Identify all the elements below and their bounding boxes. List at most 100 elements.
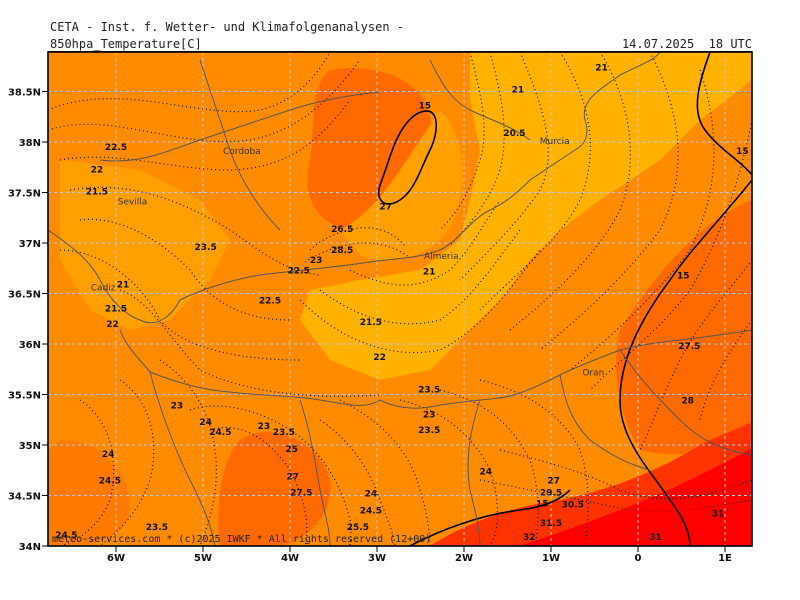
- lat-lon-grid: [48, 52, 752, 546]
- lat-label: 36N: [19, 340, 41, 351]
- contour-label: 21.5: [105, 305, 127, 315]
- isotherm: [479, 479, 752, 512]
- lat-label: 34N: [19, 542, 41, 553]
- lat-label: 35.5N: [8, 391, 41, 402]
- isotherm: [479, 379, 589, 546]
- isotherm: [48, 52, 331, 113]
- city-label: Oran: [582, 368, 604, 378]
- contour-label: 24: [102, 450, 115, 460]
- contour-label: 27: [547, 476, 560, 486]
- longitude-labels: 6W 5W 4W 3W 2W 1W 0 1E: [107, 553, 732, 564]
- border-morocco-algeria: [467, 399, 481, 546]
- contour-label: 15: [677, 271, 690, 281]
- isotherm: [319, 419, 396, 546]
- isotherm: [309, 227, 406, 251]
- lat-label: 37N: [19, 239, 41, 250]
- border-interior: [429, 59, 531, 141]
- lon-label: 5W: [194, 553, 212, 564]
- credit-line: meteo-services.com * (c)2025 IWKF * All …: [52, 534, 432, 545]
- lat-label: 38N: [19, 138, 41, 149]
- contour-labels: 22.52221.523.52121.52222.522.52326.528.5…: [55, 63, 748, 543]
- isotherm: [304, 242, 411, 263]
- isotherm-15-south: [409, 489, 571, 546]
- lon-label: 0: [635, 553, 642, 564]
- contour-label: 27.5: [678, 342, 700, 352]
- temperature-fill: [48, 52, 752, 546]
- lat-label: 38.5N: [8, 88, 41, 99]
- contour-label: 23.5: [195, 243, 217, 253]
- lon-label: 3W: [368, 553, 386, 564]
- contour-label: 21: [595, 63, 608, 73]
- contour-label: 22: [373, 353, 386, 363]
- contour-label: 15: [536, 500, 549, 510]
- contour-label: 15: [419, 102, 432, 112]
- isotherm: [399, 399, 499, 546]
- border-interior: [559, 374, 651, 471]
- isotherm: [209, 426, 308, 546]
- isotherm: [639, 259, 752, 451]
- contour-label: 24: [365, 490, 378, 500]
- isotherm: [159, 359, 217, 546]
- isotherm: [119, 289, 381, 397]
- contour-label: 29.5: [540, 489, 562, 499]
- contour-label: 24.5: [209, 428, 231, 438]
- header-institute: CETA - Inst. f. Wetter- und Klimafolgena…: [50, 20, 405, 34]
- fill-32: [520, 448, 752, 546]
- fill-25-morocco: [48, 440, 130, 546]
- coastline-morocco-north: [119, 329, 381, 406]
- isotherm-15-algeria: [619, 179, 752, 546]
- contour-label: 20.5: [503, 129, 525, 139]
- contour-label: 31.5: [540, 519, 562, 529]
- contour-label: 26.5: [331, 225, 353, 235]
- contour-label: 15: [736, 147, 749, 157]
- city-label: Murcia: [540, 137, 570, 147]
- contour-label: 23: [423, 411, 436, 421]
- contour-label: 27: [379, 203, 392, 213]
- isotherm: [319, 229, 521, 325]
- isotherm: [79, 218, 291, 321]
- coastlines: [48, 52, 752, 546]
- contour-label: 21.5: [360, 318, 382, 328]
- lon-label: 1W: [542, 553, 560, 564]
- contour-label: 21.5: [86, 188, 108, 198]
- contour-label: 22: [106, 320, 119, 330]
- contour-label: 24.5: [55, 531, 77, 541]
- city-label: Sevilla: [118, 198, 148, 208]
- lat-label: 34.5N: [8, 492, 41, 503]
- contour-label: 31: [712, 510, 725, 520]
- lat-label: 36.5N: [8, 290, 41, 301]
- coastline-africa: [379, 329, 752, 409]
- isotherm: [339, 399, 431, 546]
- contour-label: 23.5: [273, 428, 295, 438]
- city-label: Cordoba: [223, 147, 261, 157]
- axis-ticks: [42, 91, 726, 552]
- city-labels: Cordoba Sevilla Murcia Almeria Cadiz Oran: [91, 137, 605, 378]
- fill-21: [300, 52, 752, 380]
- contour-label: 21: [423, 267, 436, 277]
- city-label: Almeria: [424, 252, 459, 262]
- contour-label: 22.5: [259, 297, 281, 307]
- isotherm: [59, 249, 301, 361]
- lon-label: 4W: [281, 553, 299, 564]
- contour-label: 27: [286, 472, 299, 482]
- contour-label: 28.5: [331, 246, 353, 256]
- border-interior: [99, 91, 381, 162]
- lon-label: 1E: [718, 553, 732, 564]
- lat-label: 35N: [19, 441, 41, 452]
- isotherm: [509, 52, 632, 331]
- contour-label: 25: [285, 445, 298, 455]
- latitude-labels: 38.5N 38N 37.5N 37N 36.5N 36N 35.5N 35N 34.5N 34N: [8, 88, 41, 554]
- contour-label: 23: [258, 422, 271, 432]
- border-interior: [199, 59, 281, 231]
- border-interior: [149, 371, 216, 546]
- contour-label: 21: [117, 280, 130, 290]
- contour-label: 23: [171, 402, 184, 412]
- lat-label: 37.5N: [8, 189, 41, 200]
- contour-label: 23.5: [418, 426, 440, 436]
- lon-label: 6W: [107, 553, 125, 564]
- isotherm: [699, 319, 752, 421]
- fill-27-morocco: [218, 432, 331, 546]
- contour-label: 24: [479, 467, 492, 477]
- city-label: Cadiz: [91, 283, 116, 293]
